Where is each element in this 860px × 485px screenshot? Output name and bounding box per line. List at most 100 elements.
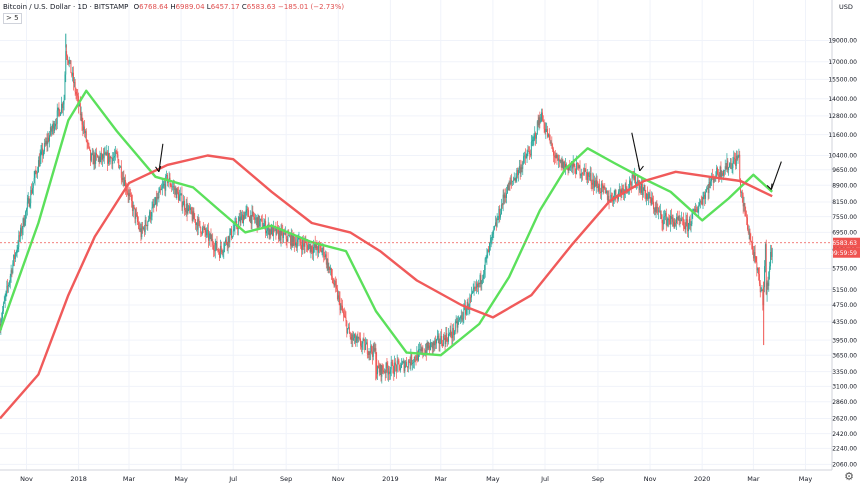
candle-body (122, 177, 124, 180)
indicator-collapse-button[interactable]: > 5 (3, 13, 22, 24)
price-tick-label: 8150.00 (832, 199, 857, 206)
candle-body (728, 167, 730, 171)
candle-body (679, 219, 681, 221)
candle-body (516, 169, 518, 177)
candle-body (231, 236, 233, 238)
candle-body (111, 158, 113, 164)
candle-body (343, 314, 345, 316)
candle-body (538, 117, 540, 126)
price-tick-label: 7550.00 (832, 214, 857, 221)
candle-body (442, 343, 443, 347)
candle-body (235, 221, 237, 223)
candle-body (389, 369, 391, 374)
candle-body (251, 211, 253, 224)
candle-body (681, 218, 683, 222)
candle-body (102, 154, 103, 160)
candle-body (133, 205, 135, 208)
candle-body (606, 190, 608, 201)
time-tick-label: 2020 (694, 475, 711, 483)
candle-body (84, 126, 86, 134)
candle-body (536, 121, 538, 135)
candle-body (331, 276, 333, 280)
candle-body (641, 183, 643, 196)
candle-body (353, 337, 355, 340)
candle-body (698, 205, 700, 210)
candle-body (384, 371, 386, 374)
candle-body (210, 234, 212, 242)
candle-body (349, 333, 351, 338)
candle-body (278, 228, 279, 240)
candle-body (758, 274, 760, 284)
candle-body (695, 209, 697, 212)
candle-body (409, 362, 411, 366)
candle-body (593, 179, 595, 188)
candle-body (407, 360, 409, 368)
candle-body (160, 188, 162, 190)
candle-body (465, 306, 466, 315)
candle-body (11, 270, 13, 273)
candle-body (449, 330, 451, 334)
candle-body (559, 159, 560, 162)
candle-body (462, 318, 464, 320)
candle-body (87, 142, 89, 144)
candle-body (571, 163, 573, 169)
candle-body (183, 200, 185, 206)
candle-body (294, 238, 296, 246)
candle-body (393, 372, 395, 375)
candle-body (674, 223, 676, 228)
candle-body (754, 252, 756, 257)
candle-body (129, 193, 131, 195)
candle-body (595, 180, 597, 187)
candle-body (655, 206, 657, 212)
candle-body (770, 252, 771, 267)
candle-body (284, 231, 286, 234)
candle-body (742, 195, 744, 207)
candle-body (644, 184, 646, 193)
candle-body (225, 239, 227, 244)
candle-body (268, 224, 270, 236)
price-tick-label: 11600.00 (828, 132, 857, 139)
candle-body (301, 245, 302, 251)
candle-body (620, 189, 622, 194)
candle-body (653, 201, 654, 210)
candle-body (350, 337, 352, 341)
candle-body (354, 334, 356, 343)
candle-body (383, 370, 384, 373)
candle-body (43, 142, 45, 152)
candle-body (172, 186, 174, 187)
candle-body (2, 303, 4, 312)
candle-body (217, 249, 219, 251)
candle-body (101, 153, 103, 160)
candle-body (436, 339, 437, 344)
candle-body (272, 226, 274, 236)
candle-body (334, 281, 336, 286)
candle-body (177, 188, 179, 193)
candle-body (717, 174, 719, 176)
candle-body (756, 262, 758, 271)
candle-body (387, 368, 389, 375)
candle-body (556, 154, 558, 158)
candle-body (341, 305, 343, 307)
candle-body (67, 56, 68, 61)
candle-body (199, 220, 201, 227)
candle-body (137, 222, 139, 226)
candle-body (26, 208, 27, 212)
candle-body (608, 195, 610, 203)
candle-body (180, 193, 182, 195)
candle-body (141, 226, 143, 238)
candle-body (278, 231, 280, 240)
candle-body (324, 256, 326, 258)
candle-body (380, 364, 382, 377)
candle-body (79, 102, 81, 116)
fast-moving-average-line (0, 89, 774, 357)
interval-label[interactable]: 1D (77, 3, 88, 11)
gear-icon[interactable]: ⚙ (844, 471, 854, 483)
candle-body (671, 216, 673, 220)
candle-body (766, 282, 768, 295)
candle-body (205, 232, 207, 236)
candle-body (539, 117, 541, 123)
countdown-label: 09:59:59 (830, 250, 857, 257)
candle-body (96, 155, 98, 158)
candle-body (339, 297, 341, 311)
